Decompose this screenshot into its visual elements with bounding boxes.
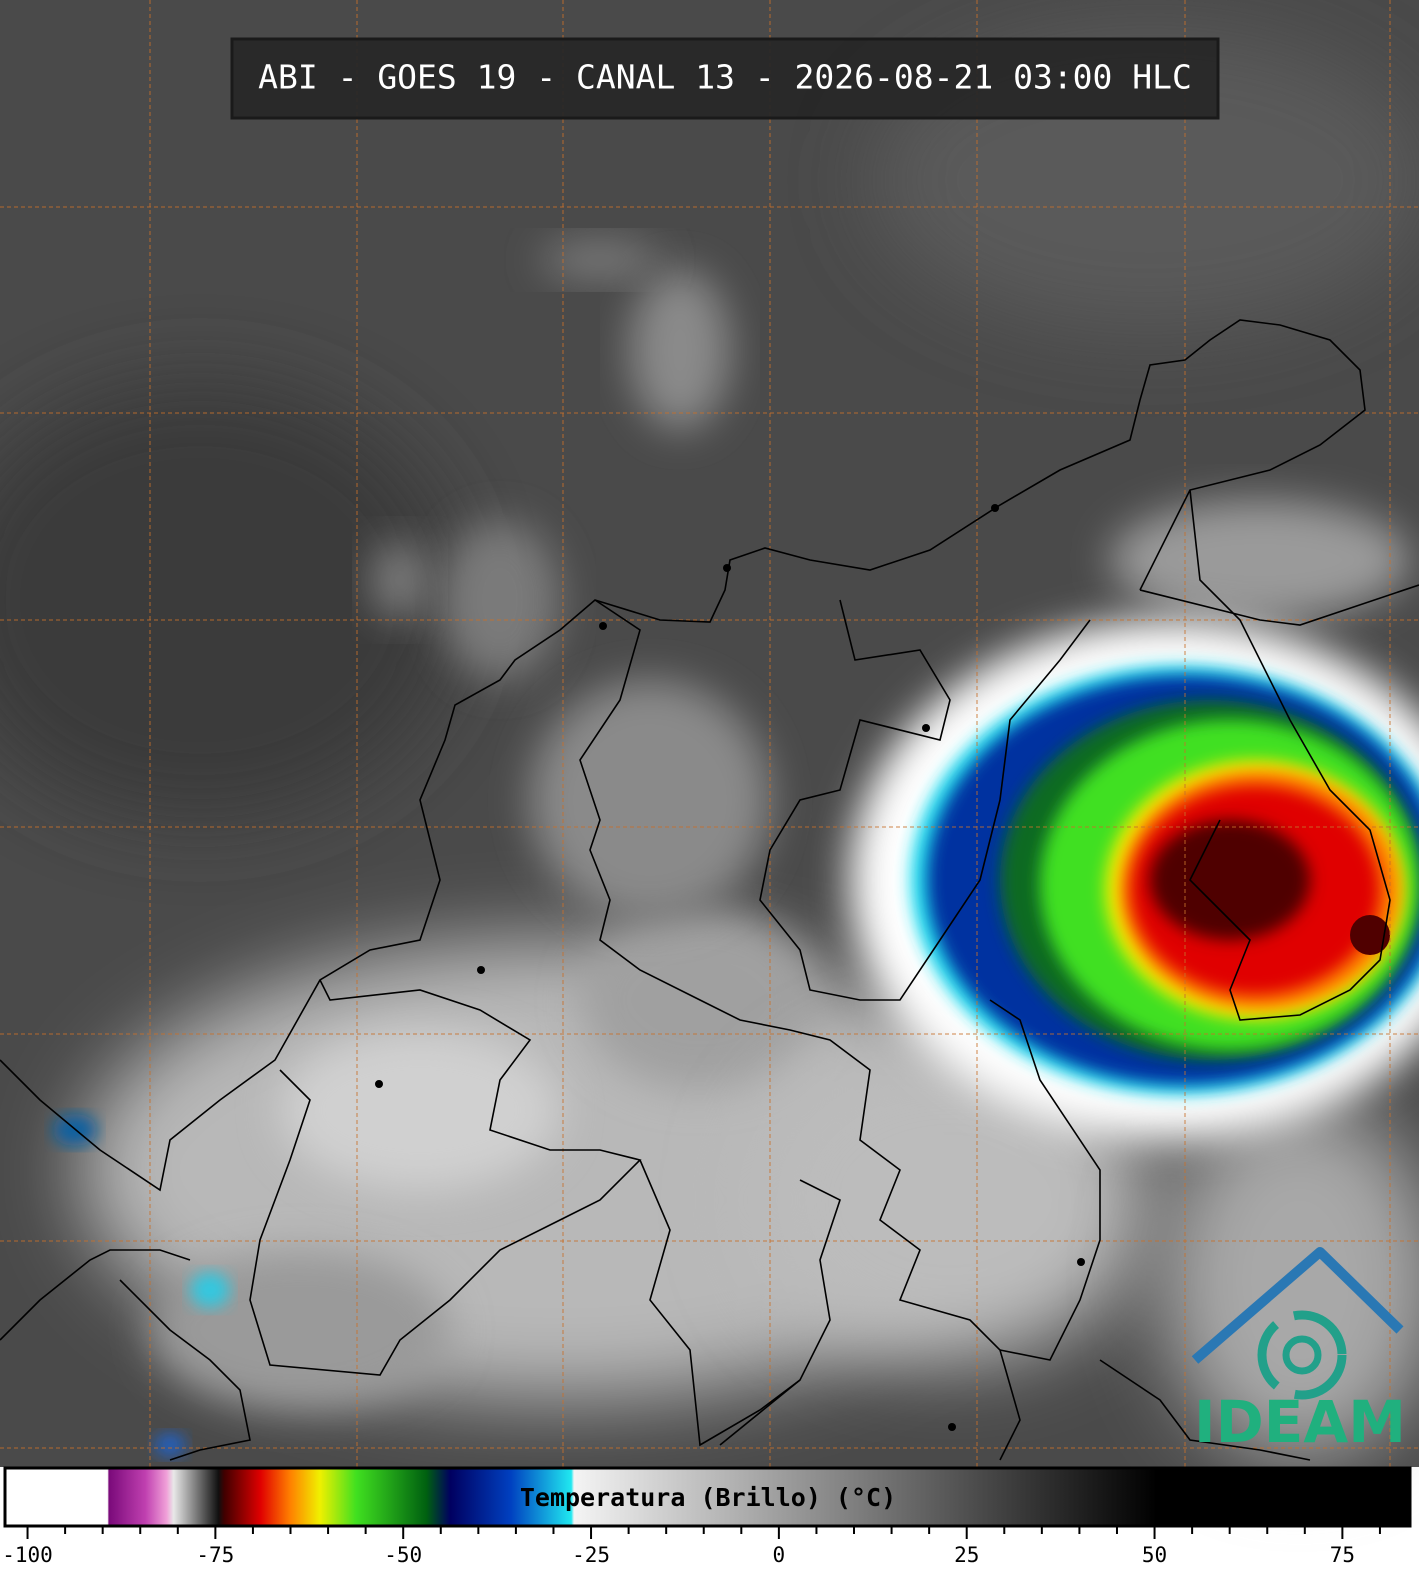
tick-label: 0 (773, 1543, 786, 1567)
tick-label: -25 (572, 1543, 610, 1567)
boundaries (0, 319, 1419, 1461)
graticule (0, 0, 1419, 1467)
storm (53, 620, 1419, 1457)
logo: IDEAM (1191, 1247, 1406, 1456)
tick-label: -100 (2, 1543, 53, 1567)
colorbar (3, 1466, 1412, 1528)
title-box (230, 37, 1220, 120)
tick-label: 25 (954, 1543, 979, 1567)
tick-label: -75 (196, 1543, 234, 1567)
tick-label: -50 (384, 1543, 422, 1567)
title: ABI - GOES 19 - CANAL 13 - 2026-08-21 03… (258, 58, 1192, 97)
colorbar-label: Temperatura (Brillo) (°C) (520, 1483, 896, 1512)
tick-label: 50 (1142, 1543, 1167, 1567)
logo-text: IDEAM (1194, 1388, 1406, 1456)
colorbar-axis: -100 -75 -50 -25 0 25 50 75 (2, 1527, 1381, 1567)
cities (375, 504, 1085, 1431)
tick-label: 75 (1330, 1543, 1355, 1567)
